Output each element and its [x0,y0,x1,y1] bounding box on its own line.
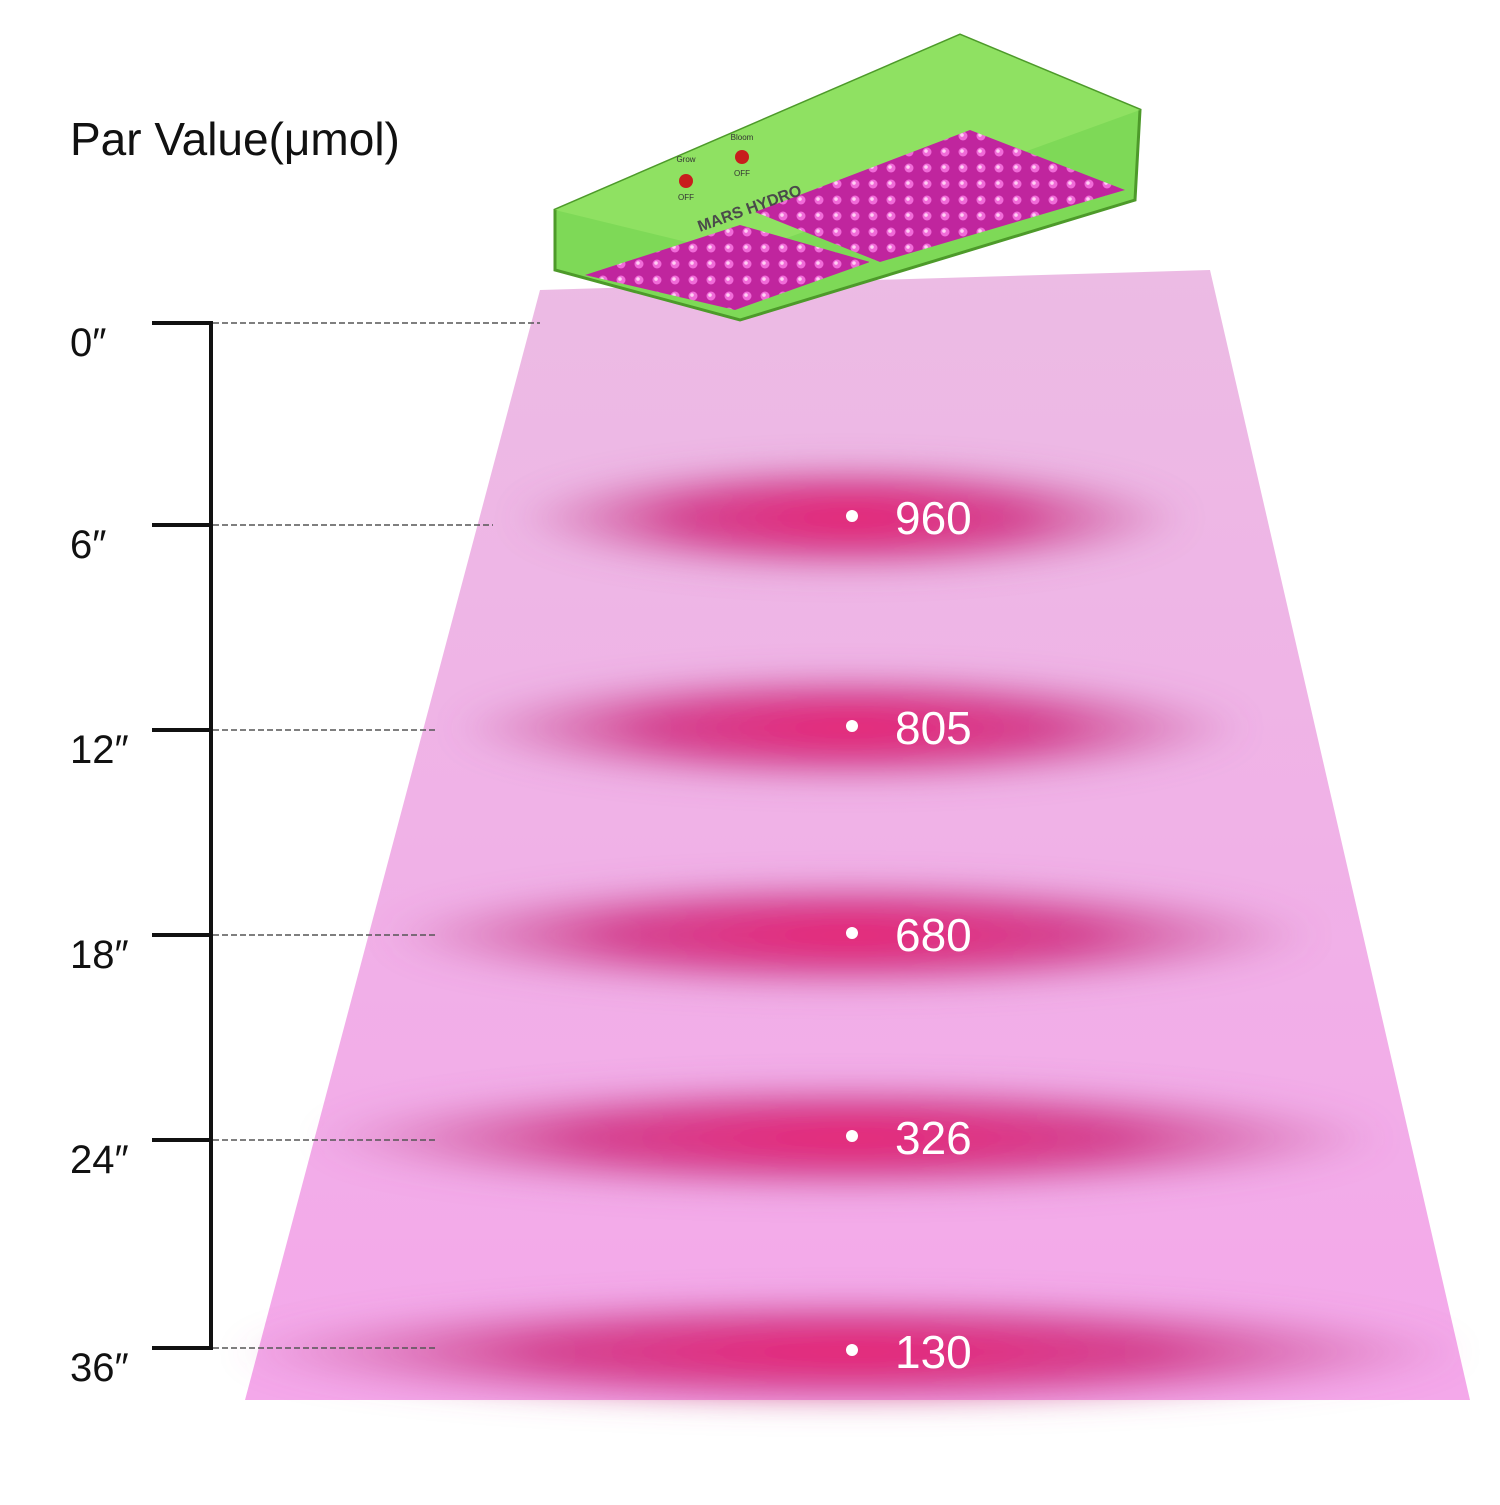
height-label: 18″ [70,933,129,977]
switch-state: OFF [678,193,694,202]
height-label: 12″ [70,728,129,772]
title: Par Value(μmol) [70,113,400,165]
light-cone [245,270,1470,1400]
par-value: 130 [895,1326,972,1378]
bullet [846,1130,858,1142]
bullet [846,927,858,939]
par-value: 326 [895,1112,972,1164]
height-label: 24″ [70,1138,129,1182]
par-value: 805 [895,702,972,754]
height-label: 36″ [70,1346,129,1390]
bullet [846,1344,858,1356]
switch-label: Grow [676,155,695,164]
readings: 960 805 680 326 130 [846,492,972,1378]
switch-label: Bloom [731,133,754,142]
scale: 0″ 6″ 12″ 18″ 24″ 36″ [70,321,540,1390]
switch-state: OFF [734,169,750,178]
bullet [846,510,858,522]
par-value: 680 [895,909,972,961]
par-value: 960 [895,492,972,544]
grow-light: MARS HYDRO Grow OFF Bloom OFF [553,33,1142,322]
height-label: 0″ [70,321,106,365]
height-label: 6″ [70,523,106,567]
bullet [846,720,858,732]
